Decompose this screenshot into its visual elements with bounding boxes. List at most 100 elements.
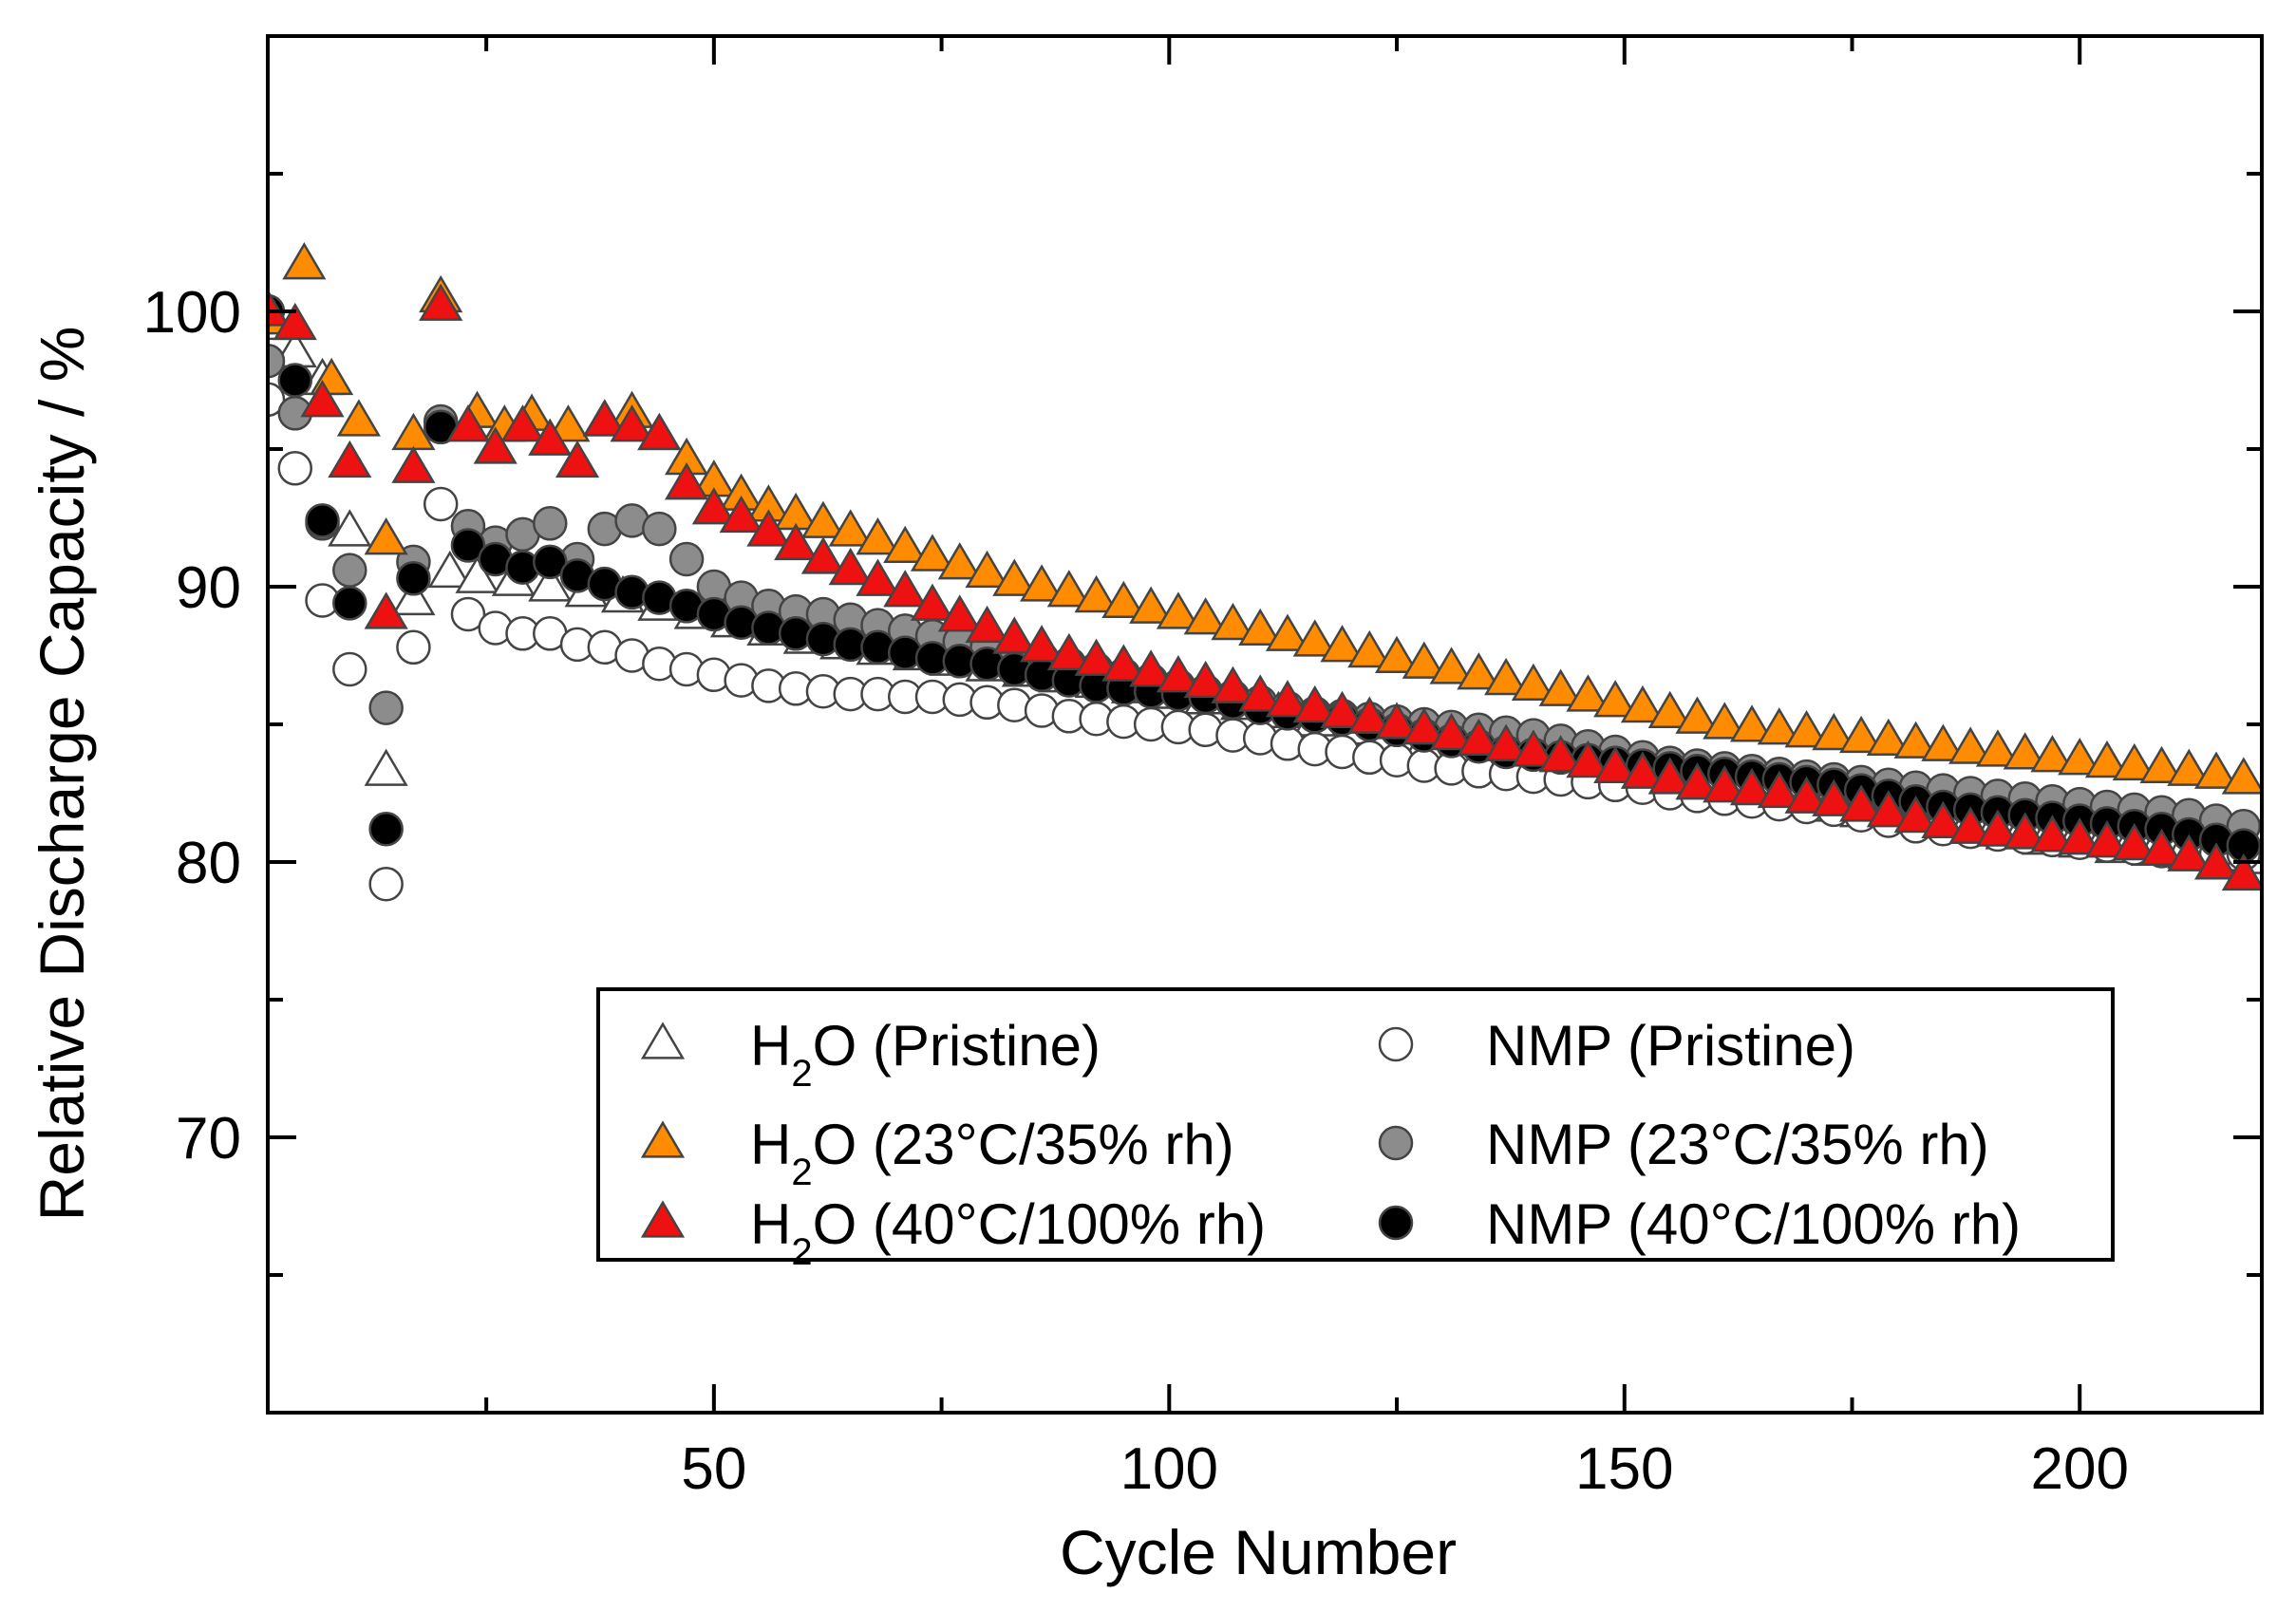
data-point <box>1183 660 1228 699</box>
legend-marker <box>1378 1026 1414 1062</box>
data-point <box>1538 735 1583 773</box>
data-point <box>1866 718 1910 757</box>
data-point <box>332 586 367 621</box>
data-point <box>546 404 591 442</box>
data-point <box>1265 613 1310 651</box>
data-point <box>1812 778 1856 816</box>
data-points <box>268 242 2262 902</box>
data-point <box>268 343 286 379</box>
legend-label-main: H <box>750 1113 791 1176</box>
data-point <box>637 412 682 451</box>
data-point <box>1292 619 1337 657</box>
data-point <box>2003 812 2047 850</box>
data-point <box>2030 815 2075 853</box>
data-point <box>610 404 654 442</box>
data-point <box>1566 674 1610 712</box>
data-point <box>828 547 873 586</box>
legend-label-rest: O (40°C/100% rh) <box>813 1192 1267 1256</box>
legend-marker <box>640 1200 686 1238</box>
data-point <box>500 404 545 442</box>
data-point <box>1975 809 2021 847</box>
legend-label-main: NMP (Pristine) <box>1486 1014 1855 1078</box>
data-point <box>528 418 573 456</box>
legend-label-main: H <box>750 1192 791 1256</box>
legend-marker <box>1378 1205 1414 1241</box>
data-point <box>1347 696 1392 734</box>
data-point <box>1620 684 1666 723</box>
data-point <box>1238 608 1283 647</box>
x-tick-label: 200 <box>2030 1436 2128 1502</box>
data-point <box>1347 629 1392 668</box>
data-point <box>992 616 1037 654</box>
data-point <box>328 440 372 478</box>
data-point <box>992 558 1037 596</box>
data-point <box>719 495 763 534</box>
data-point <box>883 525 928 564</box>
data-point <box>368 690 404 725</box>
data-point <box>1647 757 1692 795</box>
data-point <box>1101 580 1146 619</box>
legend: H2O (Pristine)H2O (23°C/35% rh)H2O (40°C… <box>596 987 2115 1273</box>
data-point <box>1593 745 1638 784</box>
data-point <box>450 528 486 563</box>
data-point <box>364 517 408 555</box>
data-point <box>668 541 705 577</box>
data-point <box>937 542 982 580</box>
data-point <box>937 594 982 632</box>
data-point <box>1538 668 1583 706</box>
legend-label: NMP (Pristine) <box>1486 1014 1855 1078</box>
data-point <box>2112 742 2156 781</box>
axis-ticks <box>268 36 2262 1413</box>
data-point <box>642 511 677 547</box>
data-point <box>856 558 900 596</box>
data-point <box>1129 649 1174 687</box>
data-point <box>1292 684 1337 723</box>
data-point <box>965 550 1009 589</box>
x-tick-label: 150 <box>1575 1436 1673 1502</box>
data-point <box>2167 834 2211 872</box>
data-point <box>1812 712 1856 751</box>
data-point <box>1620 751 1666 789</box>
legend-label-subscript: 2 <box>791 1152 812 1193</box>
legend-label-main: H <box>750 1014 791 1078</box>
series-2 <box>268 283 2262 891</box>
data-point <box>305 503 340 538</box>
data-point <box>2193 842 2239 880</box>
legend-label-main: NMP (23°C/35% rh) <box>1486 1113 1989 1176</box>
series-3 <box>268 382 2262 902</box>
data-point <box>473 426 518 464</box>
data-point <box>533 506 568 541</box>
data-point <box>1074 574 1119 613</box>
data-point <box>1238 674 1283 712</box>
data-point <box>856 517 900 555</box>
data-point <box>391 577 436 616</box>
legend-box <box>596 987 2115 1262</box>
data-point <box>965 605 1009 644</box>
data-point <box>1265 680 1310 718</box>
data-point <box>555 440 600 478</box>
data-point <box>364 748 408 786</box>
legend-label-main: NMP (40°C/100% rh) <box>1486 1192 2021 1256</box>
data-point <box>1101 644 1146 682</box>
data-point <box>268 289 291 327</box>
data-point <box>1729 704 1775 742</box>
legend-marker <box>640 1022 686 1059</box>
data-point <box>1511 663 1555 702</box>
data-point <box>1402 641 1446 679</box>
data-point <box>1675 762 1720 800</box>
data-point <box>282 242 327 280</box>
legend-label-subscript: 2 <box>791 1053 812 1095</box>
data-point <box>1374 702 1420 740</box>
data-point <box>1675 696 1720 734</box>
data-point <box>800 536 846 574</box>
legend-marker <box>1378 1125 1414 1161</box>
x-axis-label: Cycle Number <box>1060 1517 1457 1587</box>
data-point <box>1183 597 1228 635</box>
data-point <box>2139 745 2184 784</box>
data-point <box>427 550 472 589</box>
data-point <box>1893 721 1938 759</box>
data-point <box>336 399 381 437</box>
data-point <box>1647 690 1692 729</box>
legend-label: H2O (40°C/100% rh) <box>750 1192 1266 1273</box>
